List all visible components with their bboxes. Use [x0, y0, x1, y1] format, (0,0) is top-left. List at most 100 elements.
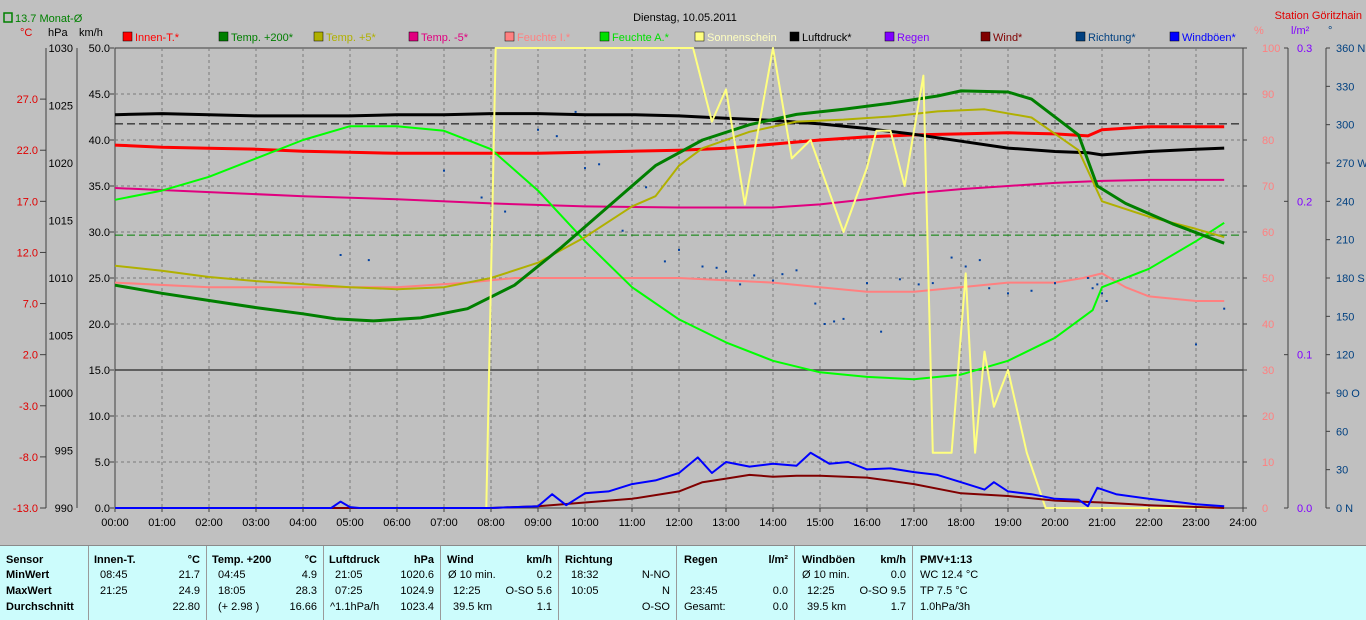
weather-chart: 27.022.017.012.07.02.0-3.0-8.0-13.010301… [3, 10, 1366, 529]
direction-tick-label: 360 N [1336, 43, 1365, 55]
kmh-tick-label: 15.0 [89, 365, 110, 377]
pct-tick-label: 100 [1262, 43, 1280, 55]
direction-point [739, 283, 742, 286]
stats-col-richtung: Richtung 18:32 N-NO 10:05 N O-SO [559, 546, 677, 620]
innen-max-time: 21:25 [100, 585, 128, 597]
direction-point [781, 273, 784, 276]
direction-point [814, 302, 817, 305]
pct-tick-label: 70 [1262, 181, 1274, 193]
celsius-tick-label: 12.0 [17, 247, 38, 259]
unit-rain: l/m² [1291, 25, 1310, 37]
stats-col-innen: Innen-T. °C 08:45 21.7 21:25 24.9 22.80 [89, 546, 207, 620]
celsius-tick-label: 7.0 [23, 299, 38, 311]
richtung-avg-value: O-SO [641, 601, 670, 613]
direction-point [931, 282, 934, 285]
direction-tick-label: 270 W [1336, 158, 1366, 170]
stats-col-labels: Sensor MinWert MaxWert Durchschnitt [0, 546, 89, 620]
direction-point [537, 128, 539, 131]
hpa-tick-label: 1010 [49, 273, 73, 285]
boen-max-time: 12:25 [807, 585, 835, 597]
time-tick-label: 16:00 [853, 517, 881, 529]
rain-tick-label: 0.1 [1297, 350, 1312, 362]
rain-tick-label: 0.3 [1297, 43, 1312, 55]
legend-label: Temp. -5* [421, 32, 469, 44]
direction-tick-label: 150 [1336, 311, 1354, 323]
time-tick-label: 07:00 [430, 517, 458, 529]
time-tick-label: 05:00 [336, 517, 364, 529]
celsius-tick-label: 17.0 [17, 196, 38, 208]
direction-point [1195, 343, 1197, 346]
legend-label: Luftdruck* [802, 32, 852, 44]
direction-point [978, 259, 981, 262]
direction-tick-label: 0 N [1336, 503, 1353, 515]
legend-swatch [1169, 31, 1180, 42]
direction-point [964, 265, 967, 268]
wind-title: Wind [447, 554, 474, 566]
direction-point [367, 259, 370, 262]
legend-label: Feuchte I.* [517, 32, 571, 44]
hpa-tick-label: 1030 [49, 43, 73, 55]
series-line-feuchte-i [114, 272, 1225, 302]
stats-col-boen: Windböen km/h Ø 10 min. 0.0 12:25 O-SO 9.5 … [795, 546, 913, 620]
direction-tick-label: 180 S [1336, 273, 1365, 285]
direction-point [1096, 283, 1099, 286]
legend-label: Richtung* [1088, 32, 1136, 44]
legend-swatch [504, 31, 515, 42]
legend-label: Feuchte A.* [612, 32, 670, 44]
celsius-tick-label: -8.0 [19, 452, 38, 464]
axes: 27.022.017.012.07.02.0-3.0-8.0-13.010301… [13, 43, 1366, 529]
direction-point [1086, 277, 1089, 279]
time-tick-label: 17:00 [900, 517, 928, 529]
direction-tick-label: 330 [1336, 81, 1354, 93]
time-tick-label: 01:00 [148, 517, 176, 529]
wind-avg-value: 1.1 [536, 601, 552, 613]
hpa-tick-label: 990 [55, 503, 73, 515]
direction-tick-label: 30 [1336, 465, 1348, 477]
reference-lines [115, 123, 1243, 371]
time-tick-label: 11:00 [619, 517, 646, 529]
pct-tick-label: 80 [1262, 135, 1274, 147]
time-tick-label: 20:00 [1041, 517, 1069, 529]
pct-tick-label: 60 [1262, 227, 1274, 239]
series-line-temp-5 [114, 178, 1225, 209]
legend-label: Windböen* [1182, 32, 1237, 44]
pmv-windchill: WC 12.4 °C [920, 569, 979, 581]
direction-point [988, 287, 991, 290]
pct-tick-label: 50 [1262, 273, 1274, 285]
series-line-temp-5 [114, 108, 1225, 291]
temp-unit: °C [304, 554, 317, 566]
legend-label: Innen-T.* [135, 32, 180, 44]
label-avg: Durchschnitt [6, 601, 74, 613]
direction-point [504, 210, 507, 213]
direction-point [917, 283, 920, 286]
label-min: MinWert [6, 569, 50, 581]
richtung-max-value: N [662, 585, 670, 597]
temp-min-time: 04:45 [218, 569, 246, 581]
boen-max-value: O-SO 9.5 [859, 585, 906, 597]
unit-percent: % [1254, 25, 1264, 37]
temp-avg-delta: (+ 2.98 ) [218, 601, 260, 613]
wind-distance: 39.5 km [453, 601, 493, 613]
direction-point [584, 167, 586, 170]
wind-max-time: 12:25 [453, 585, 481, 597]
direction-point [621, 229, 624, 232]
pct-tick-label: 40 [1262, 319, 1274, 331]
innen-min-value: 21.7 [178, 569, 200, 581]
boen-min-label: Ø 10 min. [802, 569, 850, 581]
legend-swatch [122, 31, 133, 42]
pct-tick-label: 10 [1262, 457, 1274, 469]
unit-degree: ° [1328, 25, 1332, 37]
wind-max-value: O-SO 5.6 [505, 585, 552, 597]
unit-kmh: km/h [79, 27, 103, 39]
label-max: MaxWert [6, 585, 52, 597]
series-line-feuchte-a [114, 125, 1225, 381]
legend-label: Wind* [993, 32, 1023, 44]
unit-hpa: hPa [48, 27, 68, 39]
series-line-sonnenschein [115, 47, 1225, 509]
direction-point [1101, 292, 1103, 295]
direction-point [555, 135, 558, 138]
direction-point [842, 317, 845, 320]
legend-swatch [599, 31, 610, 42]
druck-min-time: 21:05 [335, 569, 363, 581]
time-tick-label: 08:00 [477, 517, 505, 529]
